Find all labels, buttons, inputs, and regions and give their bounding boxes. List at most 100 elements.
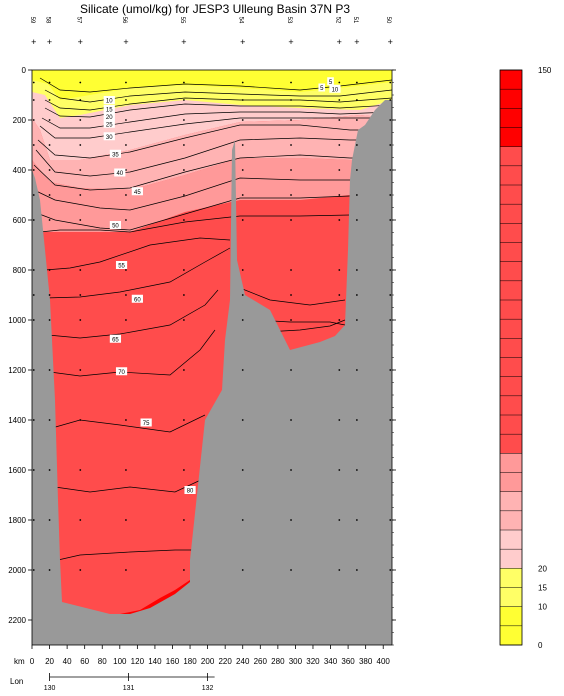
sample-dot (48, 294, 51, 296)
station-label: 50 (385, 17, 391, 24)
sample-dot (389, 99, 392, 101)
depth-axis: 0 200 400 600 800 1000 1200 1400 1600 1800 2000 220… (8, 66, 396, 646)
sample-dot (183, 269, 185, 271)
depth-tick-label: 2000 (8, 566, 26, 575)
sample-dot (125, 219, 127, 221)
sample-dot (183, 519, 185, 521)
sample-dot (338, 219, 341, 221)
sample-dot (241, 519, 244, 521)
sample-dot (79, 269, 82, 271)
station-cast-marker: + (31, 37, 36, 47)
station-cast-marker: + (123, 37, 128, 47)
sample-dot (290, 319, 292, 321)
station-label: 57 (75, 17, 81, 24)
sample-dot (355, 119, 358, 121)
sample-dot (32, 219, 35, 221)
sample-dot (241, 219, 244, 221)
sample-dot (355, 269, 358, 271)
colorbar-frame (499, 69, 523, 646)
sample-dot (338, 294, 341, 296)
depth-tick-label: 1600 (8, 466, 26, 475)
lon-tick-label: 132 (202, 685, 214, 692)
contour-label: 45 (134, 190, 141, 196)
contour-label-bg (184, 486, 196, 494)
sample-dot (79, 469, 82, 471)
colorbar-band (500, 625, 522, 645)
km-tick-label: 20 (45, 657, 54, 666)
sample-dot (183, 369, 185, 371)
sample-dot (48, 119, 51, 121)
colorbar-band (500, 606, 522, 626)
km-tick-label: 320 (306, 657, 320, 666)
depth-tick-label: 2200 (8, 616, 26, 625)
colorbar-band (500, 549, 522, 569)
contour-line (39, 117, 392, 139)
station-label: 59 (29, 17, 35, 24)
sample-dot (355, 144, 358, 146)
contour-line (44, 247, 231, 299)
sample-dot (389, 294, 392, 296)
contour-label: 25 (106, 122, 113, 128)
depth-tick-label: 1200 (8, 366, 26, 375)
colorbar-band (500, 530, 522, 550)
sample-dot (32, 194, 35, 196)
contour-line (39, 214, 351, 233)
sample-dot (79, 81, 82, 84)
sample-dot (48, 219, 51, 221)
lon-axis: Lon 130 131 132 (10, 673, 215, 692)
sample-dot (79, 419, 82, 421)
sample-dot (338, 99, 341, 101)
station-label: 53 (286, 17, 292, 24)
lon-tick-label: 130 (44, 685, 56, 692)
colorbar-tick-label: 10 (538, 603, 547, 612)
station-markers: 59 +58 +57 +56 +55 +54 +53 +52 +51 +50 + (29, 17, 393, 47)
contour-label-bg (327, 77, 334, 86)
contour-line (57, 549, 200, 561)
colorbar-band (500, 568, 522, 588)
sample-dot (355, 81, 358, 84)
station-label: 58 (45, 17, 51, 24)
contour-line (33, 195, 392, 231)
contour-label: 30 (106, 135, 113, 141)
km-tick-label: 180 (183, 657, 197, 666)
sample-dot (241, 569, 244, 571)
depth-tick-label: 1000 (8, 316, 26, 325)
colorbar-tick-label: 150 (538, 66, 552, 75)
contour-label-bg (103, 119, 115, 128)
sample-dot (389, 81, 392, 84)
contour-label-bg (109, 149, 122, 158)
sample-dot (338, 519, 341, 521)
sample-dot (241, 169, 244, 171)
contour-label-bg (115, 261, 128, 269)
sample-dot (290, 169, 292, 171)
km-tick-label: 160 (166, 657, 180, 666)
sample-dot (32, 569, 35, 571)
depth-tick-label: 400 (13, 166, 27, 175)
sample-dot (355, 194, 358, 196)
km-tick-label: 40 (63, 657, 72, 666)
contour-line (41, 111, 392, 129)
sample-dot (48, 194, 51, 196)
sample-dot (290, 119, 292, 121)
sample-dot (32, 99, 35, 101)
colorbar-tick-label: 15 (538, 584, 547, 593)
km-tick-label: 300 (289, 657, 303, 666)
contour-label: 65 (112, 337, 119, 343)
contour-label: 5 (329, 80, 333, 86)
station-label: 52 (334, 17, 340, 24)
sample-dot (183, 81, 185, 84)
depth-tick-label: 1400 (8, 416, 26, 425)
sample-dot (241, 319, 244, 321)
sample-dot (290, 519, 292, 521)
sample-dot (79, 119, 82, 121)
sample-dot (389, 369, 392, 371)
sample-dot (241, 144, 244, 146)
sample-dot (48, 144, 51, 146)
sample-points (32, 81, 392, 571)
sample-dot (48, 469, 51, 471)
sample-dot (79, 319, 82, 321)
contour-label-bg (329, 84, 341, 93)
sample-dot (338, 169, 341, 171)
contour-label-bg (109, 221, 122, 229)
contour-line (44, 97, 392, 111)
